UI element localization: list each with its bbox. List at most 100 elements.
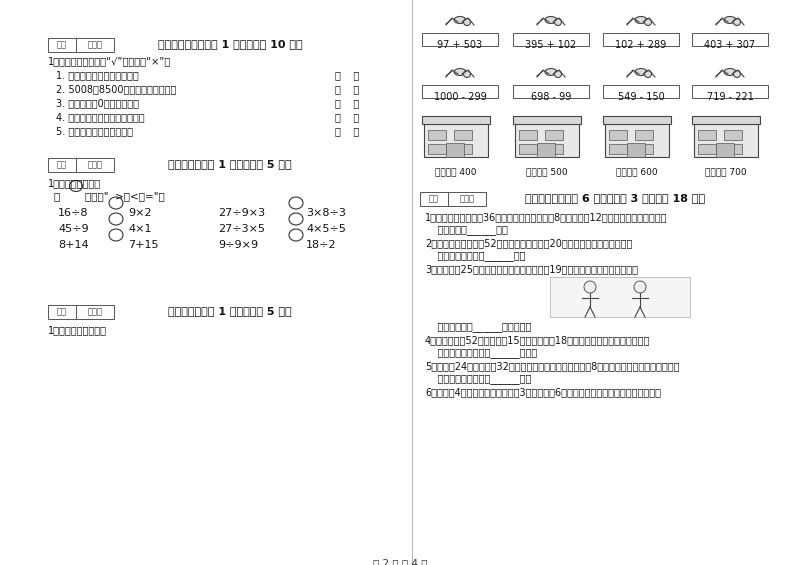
Text: 1、估一估，连一连。: 1、估一估，连一连。 (48, 325, 107, 335)
FancyBboxPatch shape (513, 85, 589, 98)
Ellipse shape (109, 197, 123, 209)
FancyBboxPatch shape (454, 144, 472, 154)
Ellipse shape (289, 213, 303, 225)
Text: 4×1: 4×1 (128, 224, 151, 234)
Text: 答：男生种了______棵向日葵。: 答：男生种了______棵向日葵。 (425, 322, 531, 332)
FancyBboxPatch shape (694, 120, 758, 157)
FancyBboxPatch shape (454, 130, 472, 140)
Text: 27÷3×5: 27÷3×5 (218, 224, 265, 234)
FancyBboxPatch shape (422, 85, 498, 98)
FancyBboxPatch shape (545, 144, 563, 154)
Text: 七、连一连（共 1 大题，共计 5 分）: 七、连一连（共 1 大题，共计 5 分） (168, 306, 292, 316)
Ellipse shape (635, 16, 647, 24)
FancyBboxPatch shape (724, 130, 742, 140)
Text: 4×5÷5: 4×5÷5 (306, 224, 346, 234)
Text: 97 + 503: 97 + 503 (438, 40, 482, 50)
Text: 八、解决问题（共 6 小题，每题 3 分，共计 18 分）: 八、解决问题（共 6 小题，每题 3 分，共计 18 分） (525, 193, 705, 203)
FancyBboxPatch shape (605, 120, 669, 157)
FancyBboxPatch shape (519, 144, 537, 154)
Text: 1. 从右边起，第四位是万位。: 1. 从右边起，第四位是万位。 (56, 70, 138, 80)
Text: 3. 整数末尾的0一般都不读。: 3. 整数末尾的0一般都不读。 (56, 98, 139, 108)
Text: 第 2 页 共 4 页: 第 2 页 共 4 页 (373, 558, 427, 565)
Text: 得数接近 400: 得数接近 400 (435, 167, 477, 176)
FancyBboxPatch shape (609, 130, 627, 140)
FancyBboxPatch shape (515, 120, 579, 157)
Circle shape (645, 71, 651, 77)
FancyBboxPatch shape (716, 143, 734, 157)
Text: 答：平均每只小兔分______个。: 答：平均每只小兔分______个。 (425, 374, 531, 384)
FancyBboxPatch shape (513, 33, 589, 46)
FancyBboxPatch shape (545, 130, 563, 140)
Text: 评卷人: 评卷人 (87, 41, 102, 50)
Text: 27÷9×3: 27÷9×3 (218, 208, 265, 218)
Text: （    ）: （ ） (335, 112, 359, 122)
FancyBboxPatch shape (420, 192, 448, 206)
Text: 得分: 得分 (429, 194, 439, 203)
Text: 2. 5008、8500都是一个零也不读。: 2. 5008、8500都是一个零也不读。 (56, 84, 176, 94)
Ellipse shape (289, 229, 303, 241)
FancyBboxPatch shape (48, 38, 76, 52)
Text: 五、判断对与错（共 1 大题，共计 10 分）: 五、判断对与错（共 1 大题，共计 10 分） (158, 39, 302, 49)
Text: 102 + 289: 102 + 289 (615, 40, 666, 50)
Text: 6、小东有4元，小明的钱的小东的3倍，小明扩6个本子刚好把钱用完，每个本子几元？: 6、小东有4元，小明的钱的小东的3倍，小明扩6个本子刚好把钱用完，每个本子几元？ (425, 387, 661, 397)
Text: 评卷人: 评卷人 (87, 160, 102, 170)
FancyBboxPatch shape (422, 116, 490, 124)
Ellipse shape (454, 16, 466, 24)
Text: 评卷人: 评卷人 (459, 194, 474, 203)
Text: （    ）: （ ） (335, 70, 359, 80)
Text: 里填上"  >、<或="。: 里填上" >、<或="。 (85, 191, 165, 201)
FancyBboxPatch shape (48, 305, 76, 319)
Text: 答：两种琴一共有______把。: 答：两种琴一共有______把。 (425, 251, 526, 261)
Circle shape (634, 281, 646, 293)
FancyBboxPatch shape (698, 144, 716, 154)
Text: 得分: 得分 (57, 307, 67, 316)
Text: 9÷9×9: 9÷9×9 (218, 240, 258, 250)
FancyBboxPatch shape (550, 277, 690, 317)
Text: 16÷8: 16÷8 (58, 208, 89, 218)
Text: 1、我会判。（对的打“√”，错的打“×”）: 1、我会判。（对的打“√”，错的打“×”） (48, 56, 171, 66)
Circle shape (584, 281, 596, 293)
FancyBboxPatch shape (428, 144, 446, 154)
FancyBboxPatch shape (513, 116, 581, 124)
Text: 719 - 221: 719 - 221 (706, 92, 754, 102)
Text: 得数接近 600: 得数接近 600 (616, 167, 658, 176)
FancyBboxPatch shape (692, 116, 760, 124)
Text: 1、一辆公共汽车里有36位乘客，到杨村路下去8位，又上来12位，这时车上有多少位？: 1、一辆公共汽车里有36位乘客，到杨村路下去8位，又上来12位，这时车上有多少位… (425, 212, 667, 222)
Text: 答：车上有______位。: 答：车上有______位。 (425, 225, 508, 235)
Circle shape (554, 71, 562, 77)
Ellipse shape (109, 229, 123, 241)
Ellipse shape (545, 68, 557, 76)
Ellipse shape (454, 68, 466, 76)
Text: （    ）: （ ） (335, 98, 359, 108)
FancyBboxPatch shape (424, 120, 488, 157)
FancyBboxPatch shape (635, 144, 653, 154)
Text: 9×2: 9×2 (128, 208, 152, 218)
Ellipse shape (635, 68, 647, 76)
FancyBboxPatch shape (428, 130, 446, 140)
FancyBboxPatch shape (627, 143, 645, 157)
Text: 2、少年宫新购小提琂52把，中提琴比小提琂20把，两种琴一共有多少把？: 2、少年宫新购小提琂52把，中提琴比小提琂20把，两种琴一共有多少把？ (425, 238, 632, 248)
Text: 8+14: 8+14 (58, 240, 89, 250)
FancyBboxPatch shape (76, 305, 114, 319)
Circle shape (734, 71, 741, 77)
Circle shape (554, 19, 562, 25)
Text: 得数大约 500: 得数大约 500 (526, 167, 568, 176)
FancyBboxPatch shape (692, 33, 768, 46)
Text: 答：现在停车场还有______辆车。: 答：现在停车场还有______辆车。 (425, 348, 538, 358)
FancyBboxPatch shape (724, 144, 742, 154)
FancyBboxPatch shape (603, 33, 679, 46)
Text: 六、比一比（共 1 大题，共计 5 分）: 六、比一比（共 1 大题，共计 5 分） (168, 159, 292, 169)
Text: 3、女生种㜥25棵向日葵，男生种的比女生多19棵，男生种了多少棵向日葵？: 3、女生种㜥25棵向日葵，男生种的比女生多19棵，男生种了多少棵向日葵？ (425, 264, 638, 274)
Text: 5. 近似数一般比准确数小。: 5. 近似数一般比准确数小。 (56, 126, 133, 136)
FancyBboxPatch shape (698, 130, 716, 140)
Text: 4、停车场停眀52辆车，开走15辆，又开进了18辆，现在停车场还有多少辆车？: 4、停车场停眀52辆车，开走15辆，又开进了18辆，现在停车场还有多少辆车？ (425, 335, 650, 345)
Text: 得分: 得分 (57, 41, 67, 50)
FancyBboxPatch shape (519, 130, 537, 140)
Text: 45÷9: 45÷9 (58, 224, 89, 234)
FancyBboxPatch shape (422, 33, 498, 46)
Text: 评卷人: 评卷人 (87, 307, 102, 316)
Ellipse shape (70, 180, 82, 192)
Text: 4. 所有的四位数都比三位数大。: 4. 所有的四位数都比三位数大。 (56, 112, 145, 122)
FancyBboxPatch shape (76, 158, 114, 172)
FancyBboxPatch shape (692, 85, 768, 98)
